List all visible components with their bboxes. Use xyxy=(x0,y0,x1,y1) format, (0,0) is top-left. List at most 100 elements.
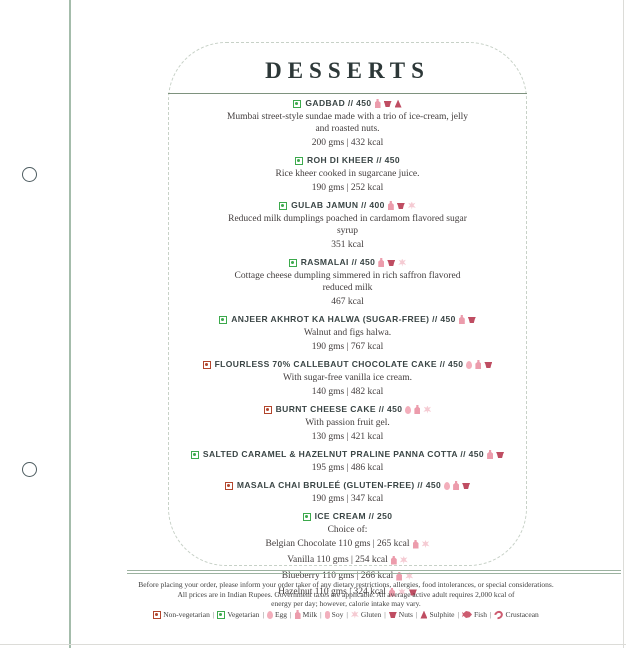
nuts-icon xyxy=(383,101,392,107)
page-edge-bottom xyxy=(0,644,626,645)
menu-item-info: 351 kcal xyxy=(331,240,364,250)
gluten-icon xyxy=(399,556,408,564)
menu-item: MASALA CHAI BRULEÉ (GLUTEN-FREE) // 450 1… xyxy=(168,480,527,505)
menu-item-header: GADBAD // 450 xyxy=(168,98,527,109)
footer-divider xyxy=(127,570,621,574)
footer-disclaimer: Before placing your order, please inform… xyxy=(70,580,622,609)
menu-item: ANJEER AKHROT KA HALWA (SUGAR-FREE) // 4… xyxy=(168,314,527,353)
choice-label: Blueberry 110 gms | 266 kcal xyxy=(281,571,394,581)
menu-item-name: GULAB JAMUN // 400 xyxy=(291,200,385,210)
page-edge-right xyxy=(623,0,624,648)
legend-separator: | xyxy=(262,610,264,619)
legend-separator: | xyxy=(384,610,386,619)
menu-item-info: 195 gms | 486 kcal xyxy=(311,463,384,473)
menu-item-description: With passion fruit gel. xyxy=(305,418,390,428)
choice-label: Hazelnut 110 gms | 324 kcal xyxy=(278,587,386,597)
disclaimer-line: energy per day; however, calorie intake … xyxy=(271,599,421,608)
milk-icon xyxy=(387,201,394,210)
menu-item-header: ROH DI KHEER // 450 xyxy=(168,155,527,166)
binder-hole-icon xyxy=(22,167,37,182)
menu-item-name: ANJEER AKHROT KA HALWA (SUGAR-FREE) // 4… xyxy=(231,314,456,324)
menu-item: BURNT CHEESE CAKE // 450 With passion fru… xyxy=(168,404,527,443)
legend-label: Nuts xyxy=(398,610,413,619)
choice-label: Belgian Chocolate 110 gms | 265 kcal xyxy=(265,539,410,549)
milk-icon xyxy=(487,450,494,459)
menu-item-name: SALTED CARAMEL & HAZELNUT PRALINE PANNA … xyxy=(202,449,485,459)
crustacean-icon xyxy=(492,608,505,621)
veg-marker-icon xyxy=(217,610,226,619)
egg-icon xyxy=(266,610,273,619)
milk-icon xyxy=(390,555,397,565)
veg-marker-icon xyxy=(279,201,288,210)
legend-separator: | xyxy=(320,610,322,619)
legend-label: Milk xyxy=(302,610,318,619)
allergen-legend: Non-vegetarian | Vegetarian | Egg | Milk | Soy | G… xyxy=(70,608,622,621)
menu-item-info: 467 kcal xyxy=(331,297,364,307)
menu-item: ICE CREAM // 250 Choice of: Belgian Chocol… xyxy=(168,511,527,600)
menu-item-info: 190 gms | 767 kcal xyxy=(311,342,384,352)
legend-label: Egg xyxy=(274,610,288,619)
menu-item-info: 130 gms | 421 kcal xyxy=(311,432,384,442)
menu-item-name: RASMALAI // 450 xyxy=(300,257,376,267)
binder-hole-icon xyxy=(22,462,37,477)
nuts-icon xyxy=(484,362,493,368)
menu-item-choice: Blueberry 110 gms | 266 kcal xyxy=(168,568,527,584)
nuts-icon xyxy=(462,483,471,489)
menu-item: ROH DI KHEER // 450 Rice kheer cooked in … xyxy=(168,155,527,194)
milk-icon xyxy=(458,315,465,324)
menu-item-header: RASMALAI // 450 xyxy=(168,257,527,268)
menu-item-header: ANJEER AKHROT KA HALWA (SUGAR-FREE) // 4… xyxy=(168,314,527,325)
menu-item-description: Mumbai street-style sundae made with a t… xyxy=(226,112,469,134)
nuts-icon xyxy=(408,589,417,596)
menu-item-header: FLOURLESS 70% CALLEBAUT CHOCOLATE CAKE /… xyxy=(168,359,527,370)
menu-item-list: GADBAD // 450 Mumbai street-style sundae … xyxy=(168,98,527,606)
menu-item-header: ICE CREAM // 250 xyxy=(168,511,527,522)
non-veg-marker-icon xyxy=(263,405,272,414)
legend-separator: | xyxy=(415,610,418,619)
gluten-icon xyxy=(405,572,414,580)
milk-icon xyxy=(412,539,419,549)
menu-item-header: GULAB JAMUN // 400 xyxy=(168,200,527,211)
veg-marker-icon xyxy=(294,156,303,165)
nuts-icon xyxy=(396,203,405,209)
menu-item-header: MASALA CHAI BRULEÉ (GLUTEN-FREE) // 450 xyxy=(168,480,527,491)
menu-item: RASMALAI // 450 Cottage cheese dumpling s… xyxy=(168,257,527,308)
legend-separator: | xyxy=(457,610,460,619)
menu-item-name: BURNT CHEESE CAKE // 450 xyxy=(275,404,403,414)
gluten-icon xyxy=(398,258,407,267)
menu-item-info: 140 gms | 482 kcal xyxy=(311,387,384,397)
milk-icon xyxy=(374,99,381,108)
veg-marker-icon xyxy=(190,450,199,459)
menu-item-description: Rice kheer cooked in sugarcane juice. xyxy=(275,169,420,179)
menu-card-border xyxy=(168,42,527,566)
egg-icon xyxy=(405,405,412,414)
legend-label: Fish xyxy=(474,610,487,619)
gluten-icon xyxy=(350,610,359,619)
egg-icon xyxy=(444,481,451,490)
milk-icon xyxy=(475,360,482,369)
menu-item-info: 200 gms | 432 kcal xyxy=(311,138,384,148)
disclaimer-line: Before placing your order, please inform… xyxy=(138,580,554,589)
menu-item: GULAB JAMUN // 400 Reduced milk dumplings… xyxy=(168,200,527,251)
legend-label: Soy xyxy=(331,610,344,619)
menu-item-description: With sugar-free vanilla ice cream. xyxy=(283,373,412,383)
menu-item-info: 190 gms | 252 kcal xyxy=(311,183,384,193)
legend-separator: | xyxy=(346,610,348,619)
legend-label: Vegetarian xyxy=(227,610,260,619)
choice-label: Vanilla 110 gms | 254 kcal xyxy=(287,555,388,565)
legend-separator: | xyxy=(212,610,215,619)
veg-marker-icon xyxy=(302,512,311,521)
sulphite-icon xyxy=(394,99,402,108)
milk-icon xyxy=(378,258,385,267)
nuts-icon xyxy=(496,452,505,458)
menu-item-header: SALTED CARAMEL & HAZELNUT PRALINE PANNA … xyxy=(168,449,527,460)
veg-marker-icon xyxy=(219,315,228,324)
milk-icon xyxy=(453,481,460,490)
veg-marker-icon xyxy=(293,99,302,108)
menu-item-info: 190 gms | 347 kcal xyxy=(311,494,384,504)
menu-item: GADBAD // 450 Mumbai street-style sundae … xyxy=(168,98,527,149)
milk-icon xyxy=(396,571,403,581)
legend-label: Sulphite xyxy=(429,610,455,619)
menu-item: FLOURLESS 70% CALLEBAUT CHOCOLATE CAKE /… xyxy=(168,359,527,398)
